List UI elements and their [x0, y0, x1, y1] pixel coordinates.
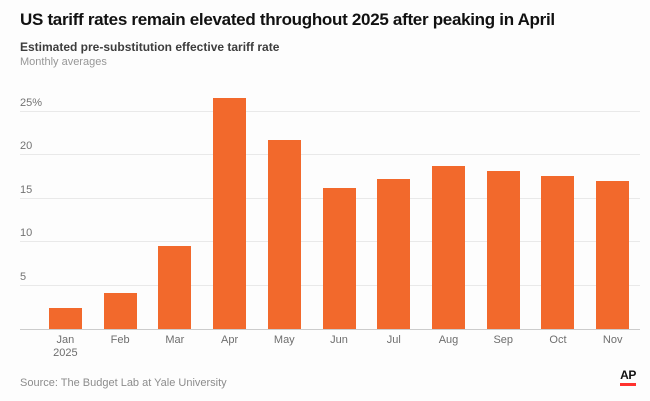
x-tick-label: Sep [493, 334, 514, 346]
x-tick-label: Apr [221, 334, 239, 346]
x-tick-label: Nov [602, 334, 623, 346]
bar-slot [147, 245, 202, 329]
x-tick-label: Mar [165, 334, 185, 346]
x-tick-label: May [273, 334, 295, 346]
bar [103, 292, 137, 329]
bar-slot [38, 308, 93, 329]
x-tick-label: Jun [330, 334, 348, 346]
gridline [20, 111, 640, 112]
bar [486, 171, 520, 329]
bar [377, 178, 411, 329]
bar [432, 165, 465, 329]
bar-slot [421, 165, 476, 329]
bar-slot [202, 98, 257, 329]
x-tick-label: Oct [549, 334, 567, 346]
bar-slot [366, 178, 421, 329]
bar [322, 187, 356, 329]
bar-slot [531, 176, 586, 329]
source-note: Source: The Budget Lab at Yale Universit… [20, 377, 227, 389]
chart-title: US tariff rates remain elevated througho… [20, 10, 555, 29]
x-tick-label: Aug [438, 334, 459, 346]
bar-chart: 5 10 15 20 25% [20, 94, 640, 330]
bar-slot [476, 171, 531, 329]
bar [213, 98, 247, 329]
gridline [20, 154, 640, 156]
x-tick-label: Jan 2025 [53, 334, 78, 359]
y-tick-label: 20 [20, 140, 33, 153]
x-axis-labels: Jan 2025 Feb Mar Apr May Jun Jul Aug Sep Oct Nov [38, 334, 640, 360]
bar [48, 308, 82, 329]
bar-slot [257, 139, 312, 329]
ap-logo: AP [619, 369, 637, 386]
bar [596, 181, 630, 329]
bar [158, 245, 192, 329]
bars [38, 94, 640, 329]
x-tick-label: Feb [110, 334, 130, 346]
ap-logo-text: AP [620, 368, 636, 382]
y-tick-label: 5 [20, 270, 27, 283]
bar-slot [93, 292, 148, 329]
y-tick-label: 15 [20, 183, 33, 196]
ap-logo-underline [620, 383, 636, 386]
y-tick-label: 25% [20, 97, 43, 109]
chart-subtitle: Estimated pre-substitution effective tar… [20, 40, 280, 54]
x-tick-label: Jul [386, 334, 401, 346]
chart-note: Monthly averages [20, 56, 107, 68]
bar [541, 176, 575, 329]
bar-slot [312, 187, 367, 329]
bar [267, 139, 301, 329]
bar-slot [585, 181, 640, 329]
y-tick-label: 10 [20, 227, 33, 240]
